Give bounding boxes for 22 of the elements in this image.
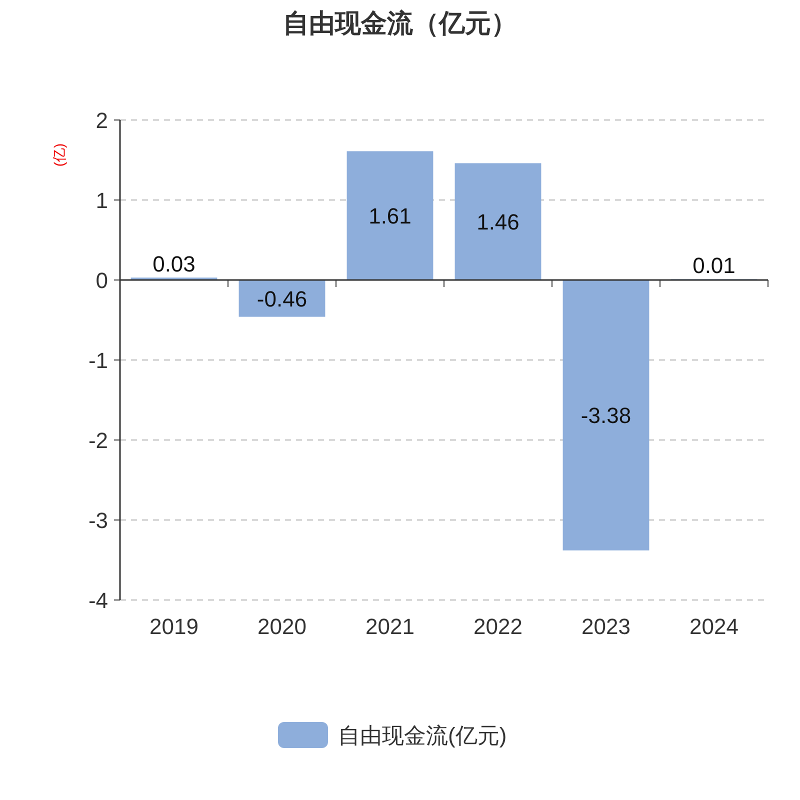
x-tick-label: 2019 xyxy=(150,614,198,639)
y-tick-label: 2 xyxy=(96,108,108,133)
chart-title: 自由现金流（亿元） xyxy=(283,8,517,38)
data-label: 0.03 xyxy=(152,252,196,277)
y-tick-label: -3 xyxy=(88,508,108,533)
x-tick-label: 2021 xyxy=(366,614,414,639)
data-label: -3.38 xyxy=(580,403,632,428)
y-tick-label: -2 xyxy=(88,428,108,453)
y-axis-title: (亿) xyxy=(51,143,67,167)
y-tick-label: 1 xyxy=(96,188,108,213)
x-tick-label: 2020 xyxy=(258,614,306,639)
data-label: 0.01 xyxy=(692,253,736,278)
x-tick-label: 2022 xyxy=(474,614,522,639)
data-label: 1.61 xyxy=(368,204,412,229)
y-tick-label: 0 xyxy=(96,268,108,293)
y-tick-label: -4 xyxy=(88,588,108,613)
data-label: -0.46 xyxy=(256,286,308,312)
data-label: 1.46 xyxy=(476,210,520,235)
x-tick-label: 2024 xyxy=(690,614,738,639)
x-tick-label: 2023 xyxy=(582,614,630,639)
legend-label: 自由现金流(亿元) xyxy=(338,723,507,748)
y-tick-label: -1 xyxy=(88,348,108,373)
